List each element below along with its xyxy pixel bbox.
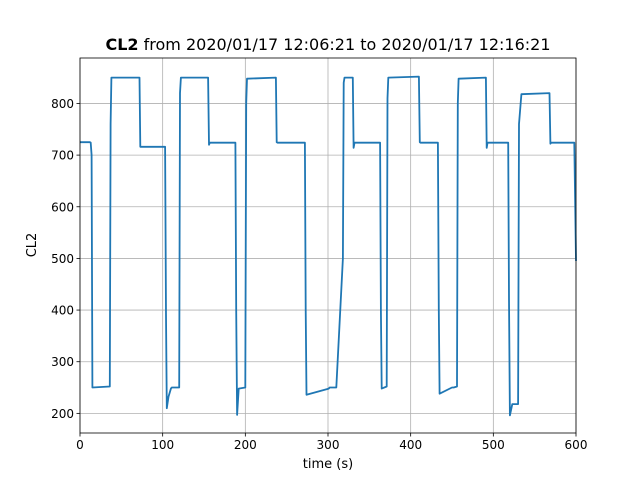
x-tick-label: 300	[317, 438, 340, 452]
y-tick-label: 700	[51, 149, 74, 163]
y-tick-label: 500	[51, 252, 74, 266]
x-tick-label: 600	[565, 438, 588, 452]
x-axis-label: time (s)	[303, 457, 353, 472]
x-tick-label: 500	[482, 438, 505, 452]
series-layer	[80, 75, 577, 417]
x-tick-label: 100	[151, 438, 174, 452]
y-tick-label: 600	[51, 200, 74, 214]
x-tick-label: 400	[399, 438, 422, 452]
y-axis-label: CL2	[25, 233, 40, 258]
x-axis-ticks: 0 100 200 300 400 500 600	[76, 433, 587, 452]
y-axis-ticks: 200 300 400 500 600 700 800	[51, 97, 80, 421]
chart-title-bold: CL2	[105, 35, 138, 54]
grid-lines	[79, 58, 577, 433]
x-tick-label: 200	[234, 438, 257, 452]
x-tick-label: 0	[76, 438, 84, 452]
y-tick-label: 300	[51, 355, 74, 369]
y-tick-label: 200	[51, 407, 74, 421]
y-tick-label: 400	[51, 304, 74, 318]
y-tick-label: 800	[51, 97, 74, 111]
chart-title-rest: from 2020/01/17 12:06:21 to 2020/01/17 1…	[139, 35, 551, 54]
series-line	[80, 75, 577, 417]
chart-title: CL2 from 2020/01/17 12:06:21 to 2020/01/…	[105, 35, 550, 54]
